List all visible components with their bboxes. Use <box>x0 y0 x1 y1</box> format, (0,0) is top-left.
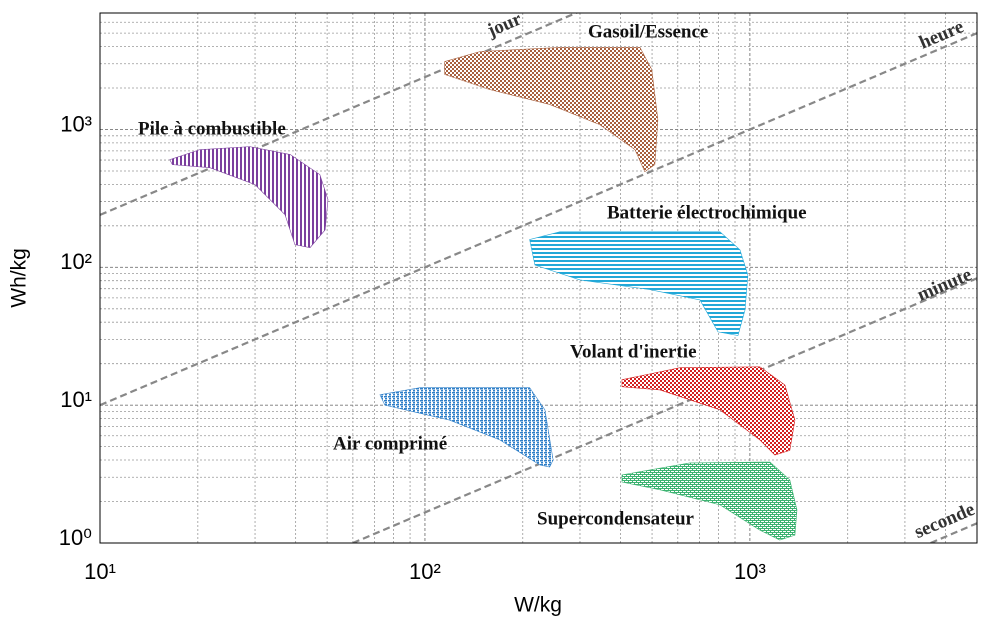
region-label: Supercondensateur <box>537 508 695 529</box>
region-label: Batterie électrochimique <box>607 202 807 223</box>
region <box>529 231 749 336</box>
region-label: Pile à combustible <box>138 118 286 139</box>
region <box>621 461 798 541</box>
plot <box>100 13 977 543</box>
region <box>379 387 554 468</box>
y-tick-label: 10² <box>60 249 92 274</box>
region-label: Gasoil/Essence <box>588 21 708 42</box>
time-line <box>100 32 977 407</box>
time-line <box>352 277 977 543</box>
y-tick-label: 10⁰ <box>59 525 92 550</box>
x-tick-label: 10³ <box>734 559 766 584</box>
x-tick-label: 10¹ <box>84 559 116 584</box>
region-label: Air comprimé <box>333 433 447 454</box>
y-axis-label: Wh/kg <box>8 248 31 308</box>
region-label: Volant d'inertie <box>570 341 697 362</box>
region <box>444 47 659 173</box>
x-tick-label: 10² <box>409 559 441 584</box>
region <box>621 366 796 456</box>
y-tick-label: 10¹ <box>60 387 92 412</box>
frame <box>99 12 978 544</box>
region <box>169 146 329 248</box>
time-line <box>100 13 579 216</box>
y-tick-label: 10³ <box>60 111 92 136</box>
x-axis-label: W/kg <box>514 594 562 617</box>
time-line <box>930 522 977 543</box>
